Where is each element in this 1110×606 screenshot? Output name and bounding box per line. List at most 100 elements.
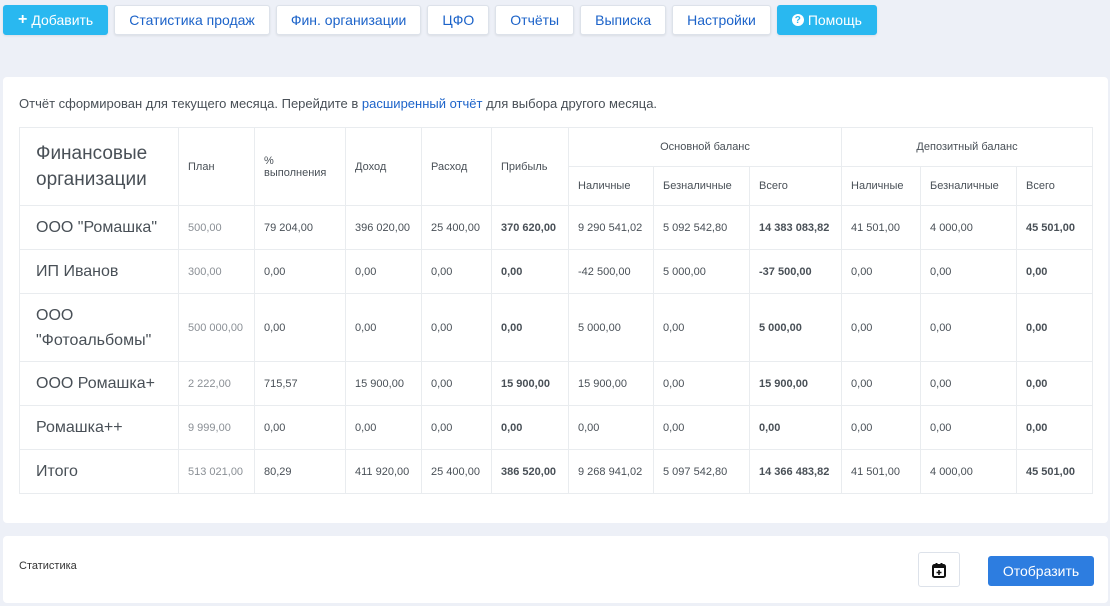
question-circle-icon: ? (791, 14, 804, 26)
table-cell: 0,00 (748, 405, 843, 450)
report-note: Отчёт сформирован для текущего месяца. П… (19, 96, 657, 111)
note-text-end: для выбора другого месяца. (482, 96, 658, 111)
reports-button[interactable]: Отчёты (495, 5, 575, 35)
header-percent: % выполнения (254, 127, 346, 206)
table-cell: -37 500,00 (748, 249, 843, 294)
table-cell: 500,00 (178, 205, 255, 250)
table-cell: 2 222,00 (178, 361, 255, 406)
table-cell: 5 092 542,80 (653, 205, 750, 250)
table-cell: 15 900,00 (491, 361, 569, 406)
table-cell: 0,00 (841, 293, 922, 362)
table-cell: 0,00 (421, 405, 492, 450)
table-cell: 0,00 (1016, 293, 1094, 362)
table-cell: 9 290 541,02 (568, 205, 654, 250)
org-name: Итого (19, 449, 179, 494)
table-cell: 0,00 (920, 405, 1018, 450)
table-cell: 0,00 (491, 293, 569, 362)
sales-stats-button[interactable]: Статистика продаж (114, 5, 270, 35)
table-cell: 15 900,00 (568, 361, 654, 406)
table-cell: 0,00 (345, 249, 422, 294)
table-cell: 4 000,00 (920, 205, 1018, 250)
table-cell: 0,00 (254, 405, 346, 450)
table-row: Итого 513 021,00 80,29 411 920,00 25 400,00 3… (19, 449, 1094, 494)
header-profit: Прибыль (491, 127, 569, 206)
statistics-title: Статистика (19, 560, 77, 572)
table-cell: 0,00 (841, 361, 922, 406)
table-cell: 0,00 (1016, 249, 1094, 294)
org-name: ООО "Фотоальбомы" (19, 293, 179, 362)
calendar-button[interactable] (918, 552, 960, 587)
org-name: ООО Ромашка+ (19, 361, 179, 406)
table-cell: 0,00 (1016, 361, 1094, 406)
table-cell: 0,00 (653, 361, 750, 406)
table-cell: 14 366 483,82 (748, 449, 843, 494)
table-cell: 5 000,00 (748, 293, 843, 362)
header-main-cash: Наличные (568, 166, 654, 206)
table-cell: 411 920,00 (345, 449, 422, 494)
header-dep-total: Всего (1016, 166, 1094, 206)
table-cell: 0,00 (841, 405, 922, 450)
table-cell: 0,00 (653, 405, 750, 450)
table-cell: 5 097 542,80 (653, 449, 750, 494)
table-cell: 9 268 941,02 (568, 449, 654, 494)
fin-orgs-button[interactable]: Фин. организации (275, 5, 422, 35)
help-button[interactable]: ? Помощь (776, 5, 877, 35)
table-cell: 45 501,00 (1016, 449, 1094, 494)
table-cell: 513 021,00 (178, 449, 255, 494)
header-main-noncash: Безналичные (653, 166, 750, 206)
table-cell: 0,00 (841, 249, 922, 294)
add-button[interactable]: + Добавить (3, 5, 109, 35)
table-cell: 386 520,00 (491, 449, 569, 494)
table-cell: 0,00 (491, 405, 569, 450)
org-name: ИП Иванов (19, 249, 179, 294)
header-dep-cash: Наличные (841, 166, 922, 206)
table-row: ИП Иванов 300,00 0,00 0,00 0,00 0,00 -42 500,0… (19, 249, 1094, 294)
table-cell: 25 400,00 (421, 449, 492, 494)
table-row: ООО Ромашка+ 2 222,00 715,57 15 900,00 0,00 1… (19, 361, 1094, 406)
header-expense: Расход (421, 127, 492, 206)
table-cell: 500 000,00 (178, 293, 255, 362)
table-cell: 0,00 (920, 293, 1018, 362)
table-cell: 15 900,00 (345, 361, 422, 406)
table-cell: 80,29 (254, 449, 346, 494)
extended-report-link[interactable]: расширенный отчёт (361, 96, 483, 111)
cfo-button[interactable]: ЦФО (427, 5, 490, 35)
table-cell: 0,00 (254, 249, 346, 294)
table-cell: 41 501,00 (841, 449, 922, 494)
report-table: Финансовые организации План % выполнения… (19, 127, 1094, 494)
org-name: Ромашка++ (19, 405, 179, 450)
table-cell: 0,00 (653, 293, 750, 362)
table-cell: 79 204,00 (254, 205, 346, 250)
table-cell: 45 501,00 (1016, 205, 1094, 250)
table-cell: 396 020,00 (345, 205, 422, 250)
table-cell: 300,00 (178, 249, 255, 294)
table-cell: 0,00 (421, 361, 492, 406)
header-dep-noncash: Безналичные (920, 166, 1018, 206)
calendar-plus-icon (932, 562, 946, 578)
help-label: Помощь (807, 12, 862, 28)
table-cell: 0,00 (421, 249, 492, 294)
table-cell: 0,00 (491, 249, 569, 294)
toolbar: + Добавить Статистика продаж Фин. организ… (3, 5, 877, 35)
table-cell: 0,00 (345, 293, 422, 362)
table-cell: 9 999,00 (178, 405, 255, 450)
table-cell: 14 383 083,82 (748, 205, 843, 250)
table-cell: 5 000,00 (568, 293, 654, 362)
show-button[interactable]: Отобразить (988, 556, 1094, 586)
table-row: Ромашка++ 9 999,00 0,00 0,00 0,00 0,00 0,00 0,0… (19, 405, 1094, 450)
statement-button[interactable]: Выписка (580, 5, 667, 35)
table-cell: 4 000,00 (920, 449, 1018, 494)
settings-button[interactable]: Настройки (672, 5, 771, 35)
table-cell: 25 400,00 (421, 205, 492, 250)
table-cell: 0,00 (568, 405, 654, 450)
add-label: Добавить (31, 12, 94, 28)
table-cell: 15 900,00 (748, 361, 843, 406)
report-card: Отчёт сформирован для текущего месяца. П… (3, 77, 1108, 523)
table-cell: 715,57 (254, 361, 346, 406)
table-cell: -42 500,00 (568, 249, 654, 294)
plus-icon: + (18, 11, 28, 28)
table-cell: 0,00 (1016, 405, 1094, 450)
header-main-balance: Основной баланс (567, 127, 843, 167)
table-cell: 0,00 (920, 361, 1018, 406)
table-cell: 41 501,00 (841, 205, 922, 250)
